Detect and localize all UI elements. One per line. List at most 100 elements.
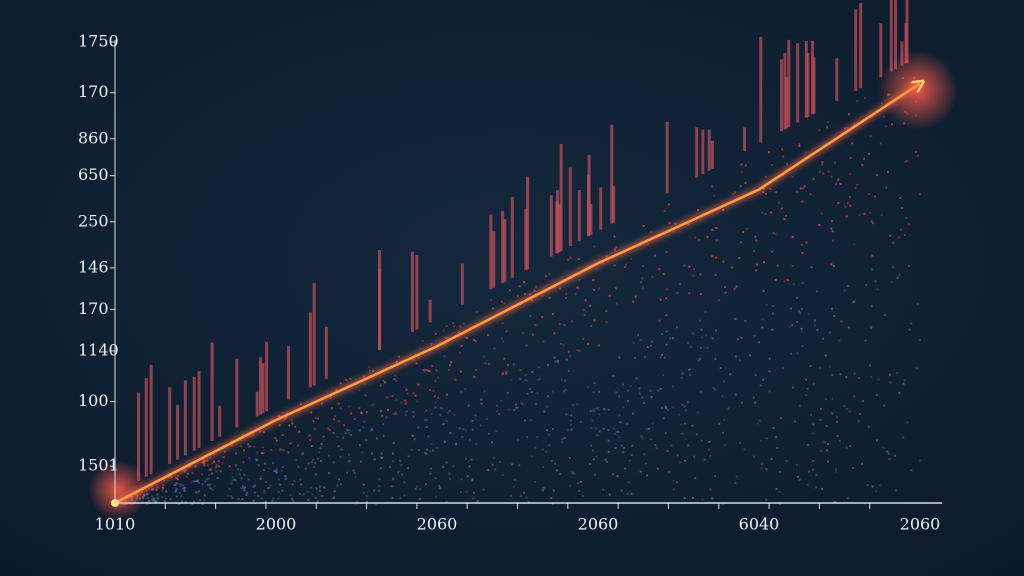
texture-dot <box>754 401 757 404</box>
texture-dot <box>775 487 778 490</box>
texture-dot <box>379 384 382 387</box>
texture-dot <box>821 161 824 164</box>
texture-dot <box>777 201 780 204</box>
texture-dot <box>662 374 665 377</box>
texture-dot <box>641 437 644 440</box>
texture-dot <box>608 294 611 297</box>
texture-dot <box>206 459 209 462</box>
texture-dot <box>700 439 703 442</box>
texture-dot <box>581 494 584 497</box>
texture-dot <box>531 333 534 336</box>
texture-dot <box>903 234 906 237</box>
x-tick-label: 2060 <box>900 515 941 534</box>
texture-dot <box>571 471 574 474</box>
texture-dot <box>318 489 321 492</box>
texture-dot <box>613 249 616 252</box>
texture-dot <box>774 435 777 438</box>
texture-dot <box>907 264 910 267</box>
texture-dot <box>820 450 823 453</box>
texture-bar <box>136 392 140 482</box>
texture-dot <box>425 409 428 412</box>
texture-dot <box>730 266 733 269</box>
texture-dot <box>412 392 415 395</box>
texture-dot <box>567 369 570 372</box>
texture-dot <box>519 494 522 497</box>
texture-dot <box>345 378 348 381</box>
texture-dot <box>395 379 398 382</box>
texture-dot <box>503 302 506 305</box>
texture-dot <box>541 448 544 451</box>
texture-dot <box>905 217 908 220</box>
texture-dot <box>688 292 691 295</box>
texture-dot <box>577 287 580 290</box>
texture-dot <box>624 263 627 266</box>
texture-dot <box>613 264 616 267</box>
texture-dot <box>612 473 615 476</box>
texture-dot <box>801 281 804 284</box>
texture-bar <box>854 9 858 91</box>
texture-dot <box>783 218 786 221</box>
texture-dot <box>240 445 243 448</box>
texture-dot <box>460 390 463 393</box>
texture-dot <box>207 477 210 480</box>
texture-bar <box>308 312 312 388</box>
texture-dot <box>882 446 885 449</box>
texture-dot <box>163 500 166 503</box>
texture-dot <box>488 432 491 435</box>
texture-dot <box>182 489 185 492</box>
texture-dot <box>857 420 860 423</box>
texture-dot <box>851 142 854 145</box>
texture-dot <box>714 329 717 332</box>
texture-dot <box>177 482 180 485</box>
texture-dot <box>267 467 270 470</box>
texture-dot <box>212 460 215 463</box>
texture-dot <box>676 292 679 295</box>
texture-dot <box>201 473 204 476</box>
texture-dot <box>622 406 625 409</box>
texture-dot <box>339 455 342 458</box>
texture-dot <box>565 358 568 361</box>
texture-dot <box>686 401 689 404</box>
texture-dot <box>760 439 763 442</box>
texture-dot <box>475 442 478 445</box>
texture-dot <box>337 445 340 448</box>
texture-dot <box>174 500 177 503</box>
texture-dot <box>593 473 596 476</box>
texture-dot <box>449 432 452 435</box>
texture-dot <box>427 435 430 438</box>
texture-dot <box>815 290 818 293</box>
texture-dot <box>343 424 346 427</box>
texture-dot <box>530 419 533 422</box>
texture-dot <box>201 461 204 464</box>
texture-dot <box>779 502 782 505</box>
texture-dot <box>421 340 424 343</box>
texture-dot <box>406 392 409 395</box>
texture-dot <box>740 336 743 339</box>
texture-dot <box>853 243 856 246</box>
texture-dot <box>526 392 529 395</box>
texture-dot <box>425 369 428 372</box>
texture-dot <box>234 452 237 455</box>
texture-dot <box>319 485 322 488</box>
texture-dot <box>659 387 662 390</box>
texture-dot <box>586 386 589 389</box>
texture-dot <box>704 310 707 313</box>
texture-dot <box>414 487 417 490</box>
texture-dot <box>346 471 349 474</box>
texture-dot <box>391 394 394 397</box>
texture-dot <box>863 97 866 100</box>
texture-dot <box>814 324 817 327</box>
texture-dot <box>531 371 534 374</box>
texture-dot <box>165 490 168 493</box>
texture-dot <box>761 211 764 214</box>
texture-dot <box>248 457 251 460</box>
origin-dot <box>111 499 119 507</box>
texture-dot <box>649 344 652 347</box>
texture-dot <box>301 451 304 454</box>
texture-dot <box>687 444 690 447</box>
texture-dot <box>721 431 724 434</box>
texture-dot <box>471 478 474 481</box>
texture-dot <box>215 470 218 473</box>
texture-dot <box>445 325 448 328</box>
texture-dot <box>848 195 851 198</box>
